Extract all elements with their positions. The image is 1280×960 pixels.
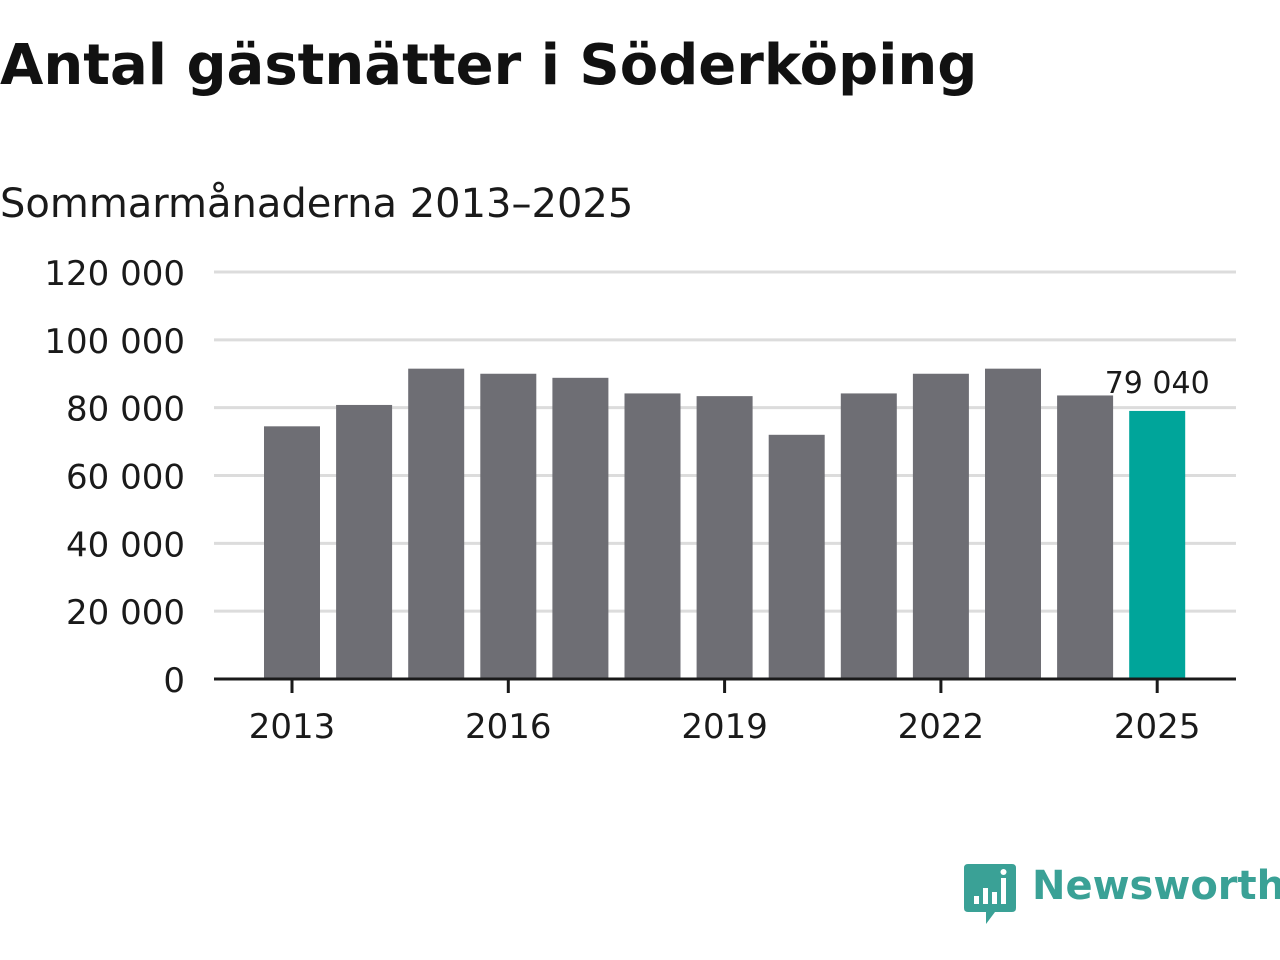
- y-tick-label: 0: [163, 661, 185, 701]
- bar-2015: [408, 368, 465, 679]
- y-tick-label: 60 000: [66, 458, 185, 498]
- bar-2024: [1057, 395, 1114, 679]
- x-tick-label: 2019: [681, 707, 768, 747]
- x-tick-label: 2013: [249, 707, 336, 747]
- data-labels: 79 040: [1105, 366, 1210, 401]
- newsworthy-logo-icon: [964, 864, 1016, 924]
- chart-subtitle: Sommarmånaderna 2013–2025: [0, 181, 634, 227]
- newsworthy-logo: Newsworthy: [964, 864, 1280, 928]
- newsworthy-logo-text: Newsworthy: [1032, 863, 1280, 909]
- x-axis: [214, 677, 1236, 693]
- bar-2019: [696, 396, 753, 679]
- bar-2020: [768, 434, 825, 679]
- bars: [264, 368, 1186, 679]
- bar-2017: [552, 377, 609, 679]
- y-tick-label: 40 000: [66, 525, 185, 565]
- x-tick-label: 2025: [1114, 707, 1201, 747]
- y-axis-tick-labels: 0 20 000 40 000 60 000 80 000 100 000 120 000: [44, 254, 185, 701]
- data-label: 79 040: [1105, 366, 1210, 401]
- y-tick-label: 120 000: [44, 254, 185, 294]
- bar-2018: [624, 393, 681, 679]
- bar-2013: [264, 426, 320, 679]
- bar-2014: [336, 404, 393, 679]
- chart-title: Antal gästnätter i Söderköping: [0, 33, 978, 98]
- bar-2023: [985, 368, 1041, 679]
- bar-2016: [480, 373, 537, 679]
- x-axis-tick-labels: 2013 2016 2019 2022 2025: [249, 707, 1201, 747]
- y-tick-label: 100 000: [44, 322, 185, 362]
- bar-2021: [840, 393, 897, 679]
- y-tick-label: 80 000: [66, 390, 185, 430]
- x-tick-label: 2016: [465, 707, 552, 747]
- bar-2025: [1129, 410, 1186, 679]
- bar-2022: [912, 373, 969, 679]
- y-tick-label: 20 000: [66, 593, 185, 633]
- x-tick-label: 2022: [898, 707, 985, 747]
